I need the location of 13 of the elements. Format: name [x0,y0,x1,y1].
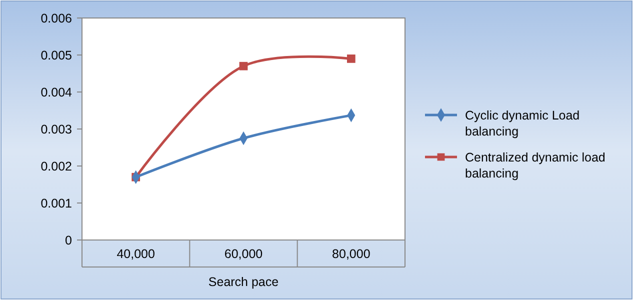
x-tick-label: 60,000 [224,247,263,261]
y-tick-label: 0.005 [40,48,72,62]
legend-label: Centralized dynamic load balancing [465,150,606,180]
y-tick-label: 0.001 [40,196,72,210]
y-tick-label: 0.004 [40,85,72,100]
y-tick-label: 0 [65,233,72,248]
x-tick-label: 40,000 [116,247,155,261]
y-tick-label: 0.006 [40,11,72,26]
y-tick-label: 0.003 [40,122,72,136]
x-axis-title: Search pace [208,275,279,289]
y-tick-label: 0.002 [40,159,72,174]
x-tick-label: 80,000 [332,247,370,261]
legend-label: Cyclic dynamic Load balancing [465,108,580,138]
